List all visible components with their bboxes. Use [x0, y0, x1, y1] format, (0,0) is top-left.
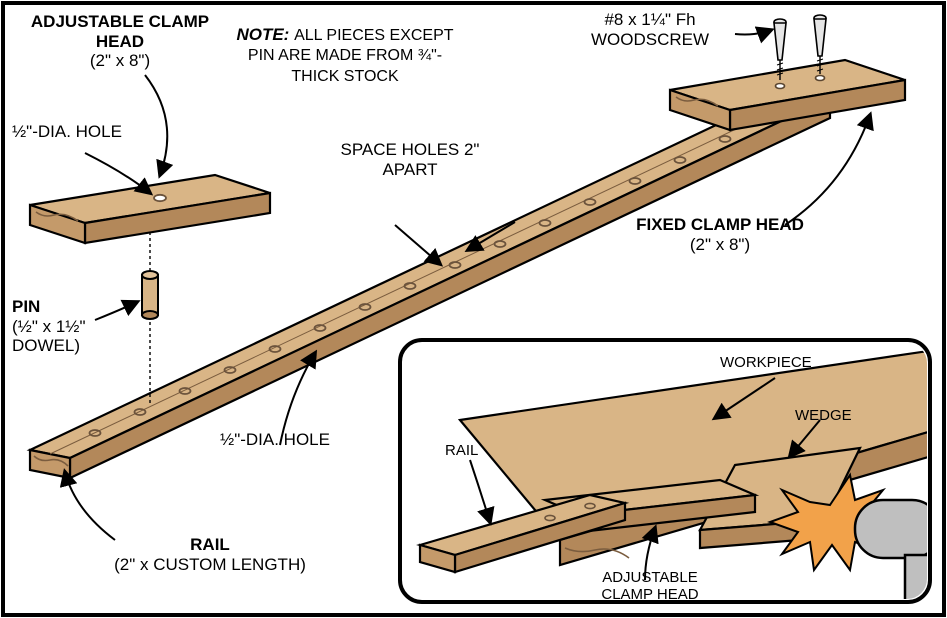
label-space-holes: SPACE HOLES 2" APART	[330, 140, 490, 179]
label-hole-2: ½"-DIA. HOLE	[215, 430, 335, 450]
inset-label-rail: RAIL	[445, 443, 478, 460]
label-hole-1: ½"-DIA. HOLE	[12, 122, 122, 142]
diagram-container: ADJUSTABLE CLAMP HEAD (2" x 8") ½"-DIA. …	[0, 0, 947, 618]
label-fixed-head: FIXED CLAMP HEAD (2" x 8")	[595, 215, 845, 254]
diagram-svg	[0, 0, 947, 618]
inset-label-workpiece: WORKPIECE	[720, 355, 812, 372]
inset-label-adjustable: ADJUSTABLE CLAMP HEAD	[585, 570, 715, 603]
label-rail: RAIL (2" x CUSTOM LENGTH)	[80, 535, 340, 574]
label-note: NOTE: ALL PIECES EXCEPT PIN ARE MADE FRO…	[230, 25, 460, 86]
label-woodscrew: #8 x 1¼" Fh WOODSCREW	[560, 10, 740, 49]
label-pin: PIN (½" x 1½" DOWEL)	[12, 297, 132, 356]
inset-label-wedge: WEDGE	[795, 408, 852, 425]
label-adjustable-head: ADJUSTABLE CLAMP HEAD (2" x 8")	[20, 12, 220, 71]
